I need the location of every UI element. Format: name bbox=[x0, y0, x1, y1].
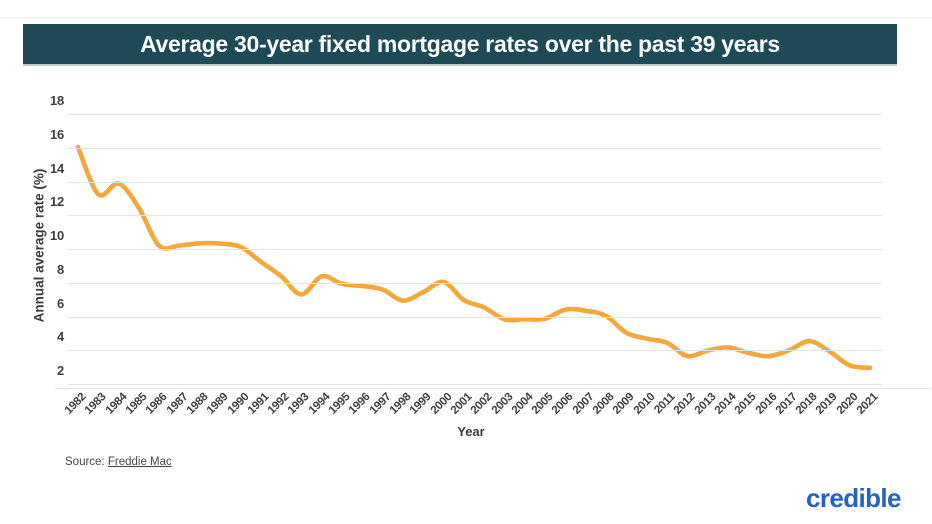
credible-logo[interactable]: credible bbox=[806, 483, 902, 513]
y-tick-label: 2 bbox=[56, 363, 64, 378]
gridline bbox=[68, 215, 882, 216]
page-title: Average 30-year fixed mortgage rates ove… bbox=[140, 31, 780, 57]
source-prefix: Source: bbox=[65, 456, 105, 468]
y-tick-label: 12 bbox=[49, 194, 64, 209]
x-axis-title: Year bbox=[457, 424, 485, 439]
source-link[interactable]: Freddie Mac bbox=[107, 456, 172, 468]
gridline bbox=[68, 384, 882, 385]
y-tick-label: 10 bbox=[49, 228, 64, 243]
mortgage-rate-line bbox=[75, 144, 873, 371]
y-tick-label: 18 bbox=[49, 93, 64, 108]
y-tick-label: 16 bbox=[49, 127, 64, 142]
gridline bbox=[68, 350, 882, 351]
gridline bbox=[68, 148, 882, 149]
y-tick-label: 4 bbox=[56, 329, 64, 344]
y-tick-label: 6 bbox=[56, 296, 64, 311]
gridline bbox=[68, 182, 882, 183]
y-tick-label: 14 bbox=[49, 161, 64, 176]
top-divider bbox=[0, 17, 932, 19]
chart-title-bar: Average 30-year fixed mortgage rates ove… bbox=[23, 24, 897, 64]
gridline bbox=[68, 317, 882, 318]
source-attribution: Source: Freddie Mac bbox=[65, 456, 172, 468]
x-axis-line bbox=[55, 388, 930, 389]
y-tick-label: 8 bbox=[56, 262, 64, 277]
gridline bbox=[68, 114, 882, 115]
gridline bbox=[68, 249, 882, 250]
gridline bbox=[68, 283, 882, 284]
y-axis-title: Annual average rate (%) bbox=[31, 168, 47, 323]
